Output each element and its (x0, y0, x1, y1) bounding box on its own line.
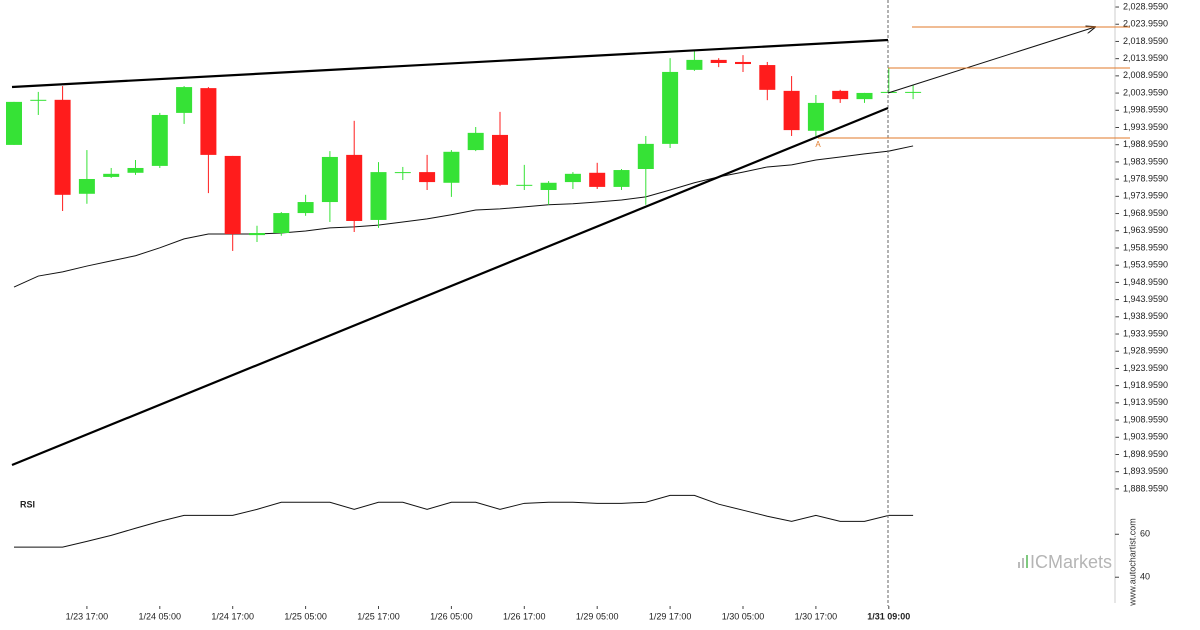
y-tick-label: 2,018.9590 (1123, 36, 1168, 46)
support-line (11, 106, 889, 467)
candle-body (6, 101, 22, 145)
candle-body (686, 59, 703, 70)
y-tick-label: 1,973.9590 (1123, 191, 1168, 201)
candle-body (856, 92, 873, 100)
y-tick-label: 1,963.9590 (1123, 225, 1168, 235)
y-tick-label: 1,923.9590 (1123, 363, 1168, 373)
y-tick-label: 1,928.9590 (1123, 346, 1168, 356)
y-tick-label: 2,028.9590 (1123, 1, 1168, 11)
candle-body (443, 151, 460, 183)
candle-body (30, 99, 47, 101)
rsi-title: RSI (20, 499, 35, 509)
y-tick-label: 1,998.9590 (1123, 105, 1168, 115)
brand-logo: ICMarkets (1018, 552, 1112, 572)
candle-body (54, 99, 71, 195)
candle-body (346, 154, 363, 221)
x-tick-label: 1/29 05:00 (576, 611, 619, 621)
y-tick-label: 1,943.9590 (1123, 294, 1168, 304)
drawings (11, 0, 1130, 606)
y-tick-label: 1,948.9590 (1123, 277, 1168, 287)
y-tick-label: 1,918.9590 (1123, 380, 1168, 390)
resistance-line (11, 38, 889, 89)
candle-body (370, 172, 387, 220)
y-tick-label: 1,988.9590 (1123, 139, 1168, 149)
logo-bar (1026, 555, 1028, 568)
y-tick-label: 1,888.9590 (1123, 483, 1168, 493)
y-tick-label: 2,013.9590 (1123, 53, 1168, 63)
x-tick-label: 1/25 05:00 (284, 611, 327, 621)
y-tick-label: 1,898.9590 (1123, 449, 1168, 459)
y-tick-label: 1,933.9590 (1123, 328, 1168, 338)
y-tick-label: 2,023.9590 (1123, 19, 1168, 29)
candle-body (637, 143, 654, 170)
rsi-tick-label: 40 (1140, 572, 1150, 582)
candle-body (710, 59, 727, 63)
y-tick-label: 1,893.9590 (1123, 466, 1168, 476)
y-tick-label: 1,908.9590 (1123, 414, 1168, 424)
rsi-line (14, 494, 914, 548)
y-tick-label: 1,968.9590 (1123, 208, 1168, 218)
candle-body (127, 167, 144, 173)
candle-body (540, 182, 557, 191)
candle-body (735, 61, 751, 65)
x-tick-label: 1/31 09:00 (867, 611, 910, 621)
candle-body (759, 65, 776, 90)
annotation: A (815, 140, 821, 149)
candle-body (807, 102, 824, 131)
forecast-arrow (887, 27, 1095, 94)
marks-layer (6, 50, 922, 548)
candle-body (589, 172, 606, 187)
candle-body (224, 155, 241, 235)
candle-body (662, 71, 679, 144)
candle-body (467, 132, 484, 151)
candle-body (394, 172, 411, 174)
rsi-tick-label: 60 (1140, 529, 1150, 539)
y-tick-label: 2,008.9590 (1123, 70, 1168, 80)
candle-body (905, 91, 922, 93)
candle-body (273, 213, 290, 234)
x-tick-label: 1/30 05:00 (722, 611, 765, 621)
x-tick-label: 1/26 17:00 (503, 611, 546, 621)
brand: ICMarkets (1030, 552, 1112, 572)
y-tick-label: 1,938.9590 (1123, 311, 1168, 321)
y-tick-label: 1,983.9590 (1123, 156, 1168, 166)
x-tick-label: 1/26 05:00 (430, 611, 473, 621)
y-tick-label: 1,958.9590 (1123, 242, 1168, 252)
y-tick-label: 1,953.9590 (1123, 260, 1168, 270)
candle-body (151, 114, 168, 166)
grid-layer: 2,028.9590 2,023.9590 2,018.9590 2,013.9590… (66, 0, 1168, 621)
x-tick-label: 1/23 17:00 (66, 611, 109, 621)
y-tick-label: 1,978.9590 (1123, 174, 1168, 184)
x-tick-label: 1/24 17:00 (211, 611, 254, 621)
y-tick-label: 2,003.9590 (1123, 87, 1168, 97)
watermark: www.autochartist.com (1127, 518, 1137, 607)
candle-body (492, 134, 508, 185)
logo-bar (1018, 562, 1020, 568)
candle-body (783, 90, 800, 131)
candle-body (419, 172, 436, 183)
x-tick-label: 1/30 17:00 (795, 611, 838, 621)
candle-body (613, 170, 630, 187)
candle-body (297, 202, 314, 214)
candle-body (516, 184, 533, 186)
moving-average (13, 145, 914, 288)
candle-body (176, 87, 193, 113)
candle-body (249, 233, 265, 236)
y-tick-label: 1,913.9590 (1123, 397, 1168, 407)
candle-body (200, 88, 217, 155)
candle-body (321, 156, 338, 203)
candle-body (564, 173, 581, 183)
candle-body (832, 90, 849, 100)
logo-bar (1022, 558, 1024, 568)
candle-body (78, 178, 95, 194)
x-tick-label: 1/25 17:00 (357, 611, 400, 621)
y-tick-label: 1,903.9590 (1123, 432, 1168, 442)
x-tick-label: 1/29 17:00 (649, 611, 692, 621)
y-tick-label: 1,993.9590 (1123, 122, 1168, 132)
x-tick-label: 1/24 05:00 (139, 611, 182, 621)
candle-body (103, 173, 120, 177)
